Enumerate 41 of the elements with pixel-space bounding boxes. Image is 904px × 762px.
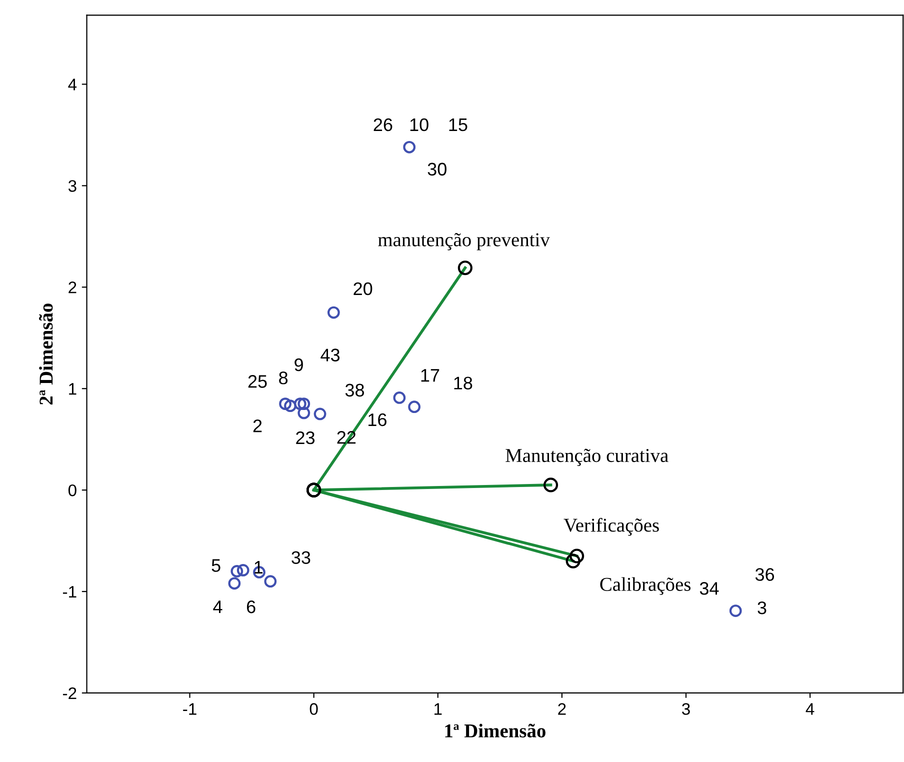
y-axis-title: 2ª Dimensão bbox=[39, 304, 53, 405]
annotation: 30 bbox=[428, 162, 446, 176]
annotation: 36 bbox=[755, 568, 774, 581]
x-tick-label: 0 bbox=[310, 703, 318, 715]
annotation: 2 bbox=[253, 419, 262, 432]
x-tick-label: 2 bbox=[558, 703, 566, 715]
annotation: Manutenção curativa bbox=[506, 448, 668, 466]
x-tick-label: -1 bbox=[183, 703, 196, 715]
annotation: 38 bbox=[345, 384, 364, 397]
y-tick-label: 1 bbox=[69, 383, 76, 395]
annotation: 5 bbox=[212, 559, 220, 572]
annotation: 17 bbox=[421, 369, 440, 382]
annotation: Verificações bbox=[564, 518, 659, 536]
y-tick-label: -1 bbox=[62, 586, 76, 598]
annotation: 4 bbox=[213, 600, 222, 614]
annotation: 16 bbox=[368, 413, 386, 426]
x-tick-label: 4 bbox=[806, 703, 814, 715]
annotation: 3 bbox=[758, 601, 766, 614]
y-tick-label: 4 bbox=[68, 78, 77, 90]
annotation: 25 bbox=[248, 375, 267, 388]
annotation: 26 bbox=[374, 118, 392, 132]
annotation: 23 bbox=[296, 431, 315, 444]
y-tick-label: 2 bbox=[68, 282, 76, 294]
x-axis-title: 1ª Dimensão bbox=[445, 724, 546, 738]
annotation: 15 bbox=[449, 118, 468, 132]
annotation: 10 bbox=[410, 118, 428, 132]
annotation: Calibrações bbox=[600, 577, 691, 595]
annotation: 34 bbox=[700, 582, 719, 595]
y-tick-label: -2 bbox=[62, 687, 76, 699]
y-tick-label: 0 bbox=[68, 484, 76, 496]
annotation: 9 bbox=[294, 358, 303, 372]
annotation: 33 bbox=[292, 551, 310, 564]
annotation: 6 bbox=[246, 600, 256, 614]
annotation: 43 bbox=[320, 348, 340, 362]
x-tick-label: 3 bbox=[682, 703, 690, 715]
annotation: manutenção preventiv bbox=[378, 233, 550, 250]
annotation: 20 bbox=[354, 282, 372, 296]
annotation: 18 bbox=[454, 376, 472, 390]
x-tick-label: 1 bbox=[434, 703, 442, 715]
y-tick-label: 3 bbox=[68, 180, 76, 192]
annotation: 8 bbox=[279, 372, 288, 384]
